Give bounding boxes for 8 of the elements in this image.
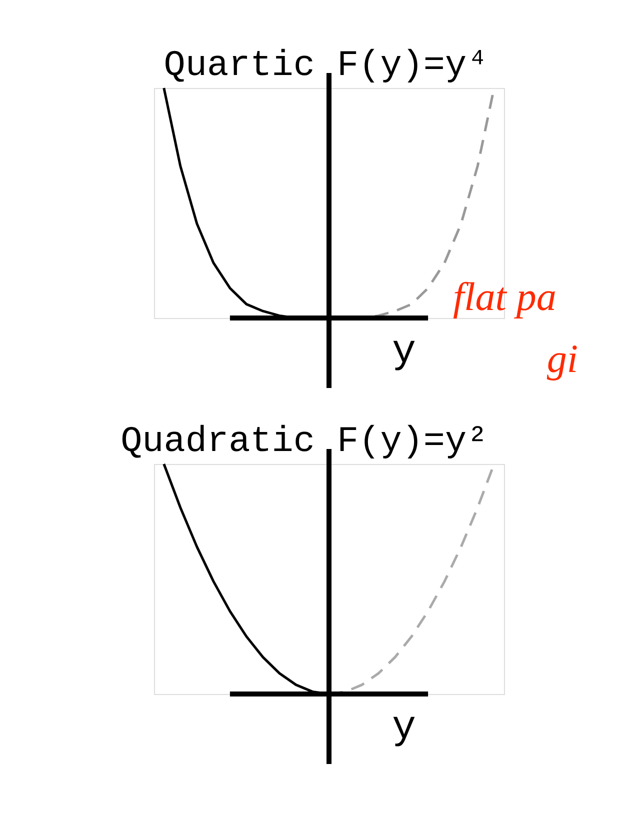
annotation: flat pa (453, 274, 556, 319)
chart-title: Quadratic (120, 421, 315, 462)
y-axis-title: F(y)=y⁴ (337, 45, 488, 86)
x-axis-title: y (392, 330, 416, 375)
text: gi (546, 336, 578, 381)
x-axis-title: y (392, 706, 416, 751)
chart-title: Quartic (164, 45, 315, 86)
y-axis-title: F(y)=y² (337, 421, 488, 462)
